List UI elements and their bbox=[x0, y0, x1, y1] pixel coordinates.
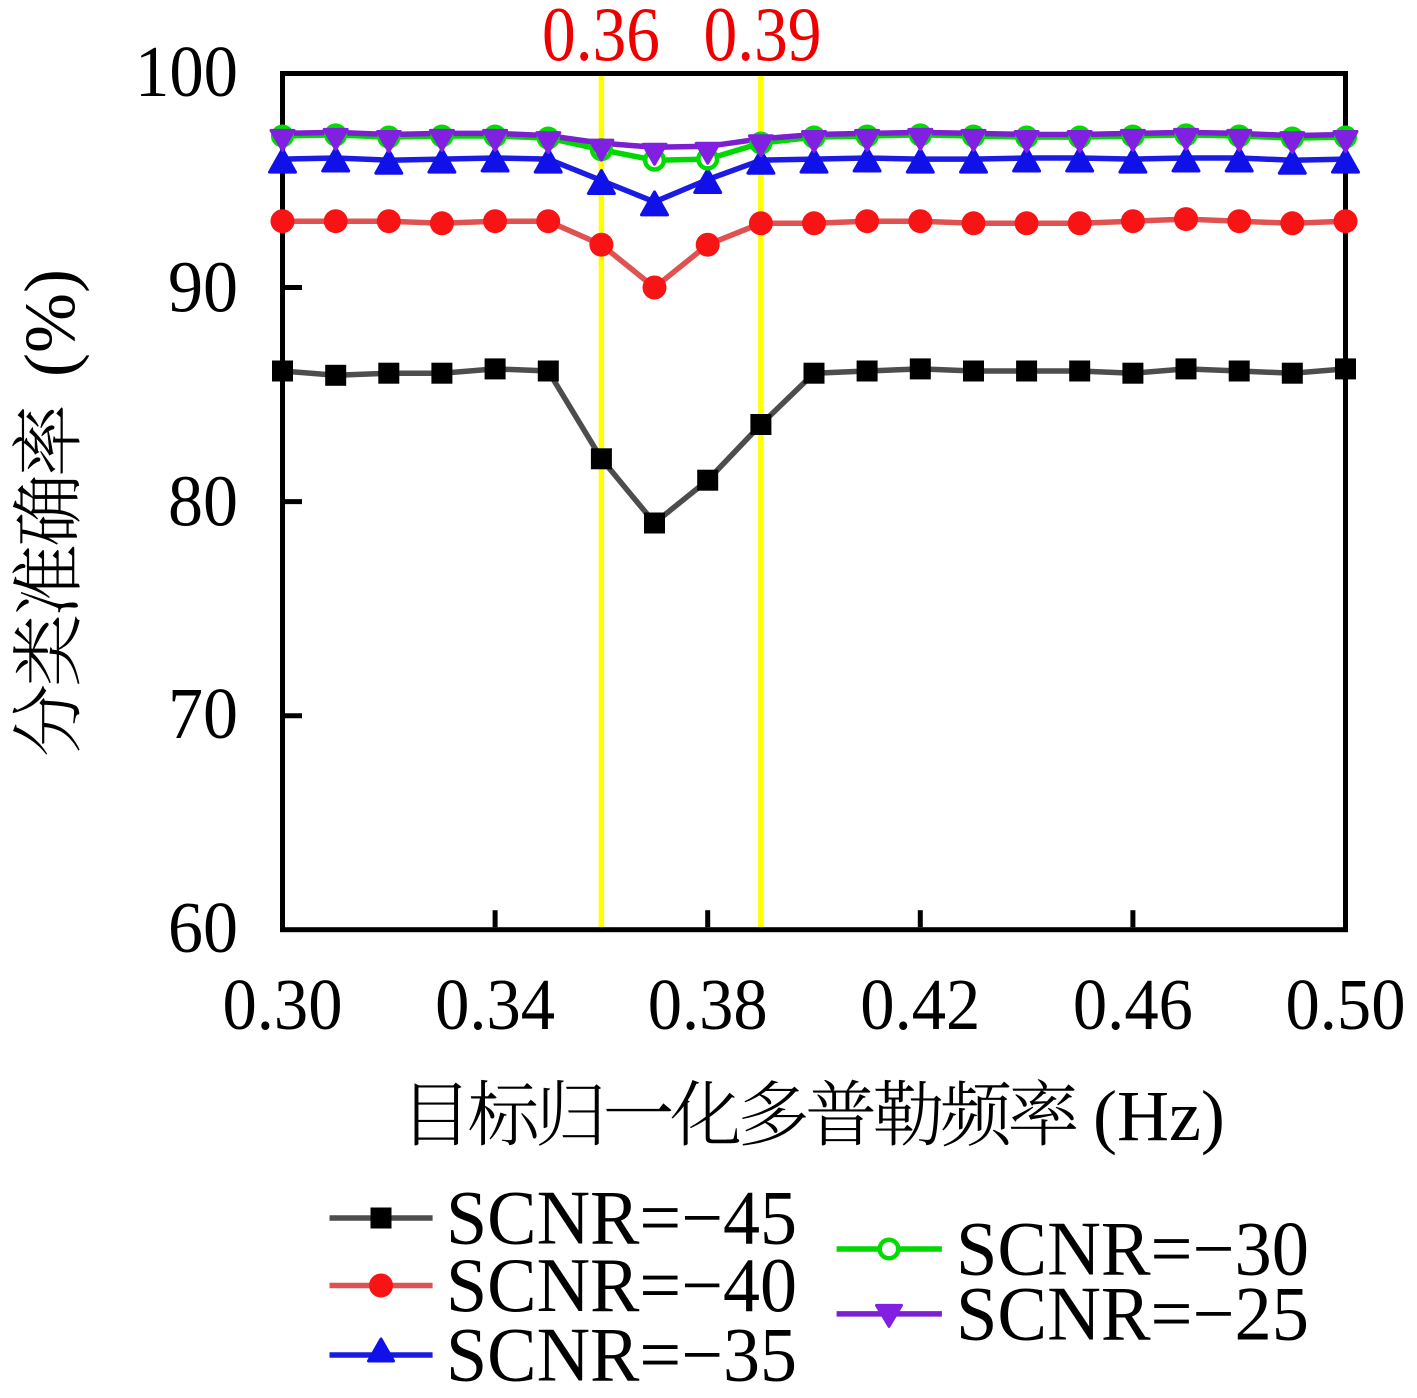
svg-text:0.38: 0.38 bbox=[648, 964, 768, 1045]
svg-text:0.42: 0.42 bbox=[860, 964, 980, 1045]
svg-text:SCNR=−45: SCNR=−45 bbox=[446, 1174, 797, 1260]
svg-text:SCNR=−25: SCNR=−25 bbox=[956, 1270, 1309, 1356]
svg-text:0.50: 0.50 bbox=[1286, 964, 1406, 1045]
svg-text:70: 70 bbox=[168, 673, 238, 754]
svg-text:SCNR=−30: SCNR=−30 bbox=[956, 1205, 1309, 1291]
svg-text:0.46: 0.46 bbox=[1073, 964, 1193, 1045]
svg-text:90: 90 bbox=[168, 247, 238, 328]
svg-text:SCNR=−40: SCNR=−40 bbox=[446, 1242, 797, 1328]
svg-text:0.34: 0.34 bbox=[435, 964, 555, 1045]
svg-text:(%): (%) bbox=[10, 269, 90, 377]
svg-text:0.39: 0.39 bbox=[704, 0, 822, 77]
svg-text:(Hz): (Hz) bbox=[1093, 1076, 1225, 1156]
svg-text:60: 60 bbox=[168, 887, 238, 968]
svg-text:80: 80 bbox=[168, 461, 238, 542]
svg-text:0.36: 0.36 bbox=[542, 0, 660, 77]
svg-text:100: 100 bbox=[135, 31, 238, 112]
svg-text:0.30: 0.30 bbox=[223, 964, 343, 1045]
svg-text:SCNR=−35: SCNR=−35 bbox=[446, 1311, 797, 1393]
